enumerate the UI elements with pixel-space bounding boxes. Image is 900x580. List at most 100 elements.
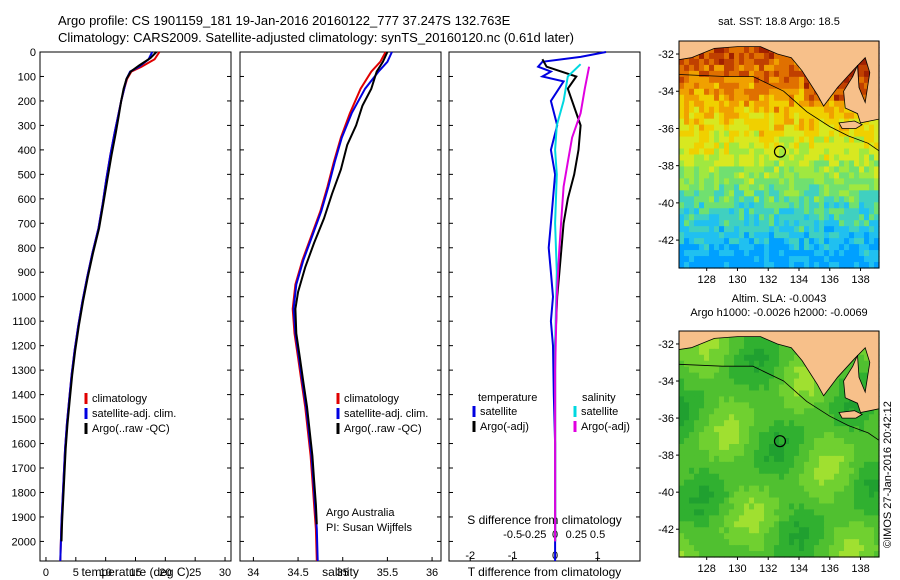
map-cell bbox=[819, 461, 825, 469]
map-cell bbox=[804, 372, 810, 380]
map-cell bbox=[754, 426, 760, 433]
map-cell bbox=[769, 473, 775, 481]
map-cell bbox=[844, 160, 850, 168]
map-cell bbox=[829, 202, 835, 209]
map-cell bbox=[729, 154, 735, 162]
map-cell bbox=[869, 539, 875, 546]
map-cell bbox=[859, 256, 865, 263]
map-cell bbox=[864, 148, 870, 156]
map-cell bbox=[739, 100, 745, 108]
map-cell bbox=[679, 100, 685, 108]
map-cell bbox=[734, 232, 740, 239]
map-cell bbox=[824, 106, 830, 114]
map-cell bbox=[724, 262, 730, 269]
map-cell bbox=[729, 366, 735, 374]
map-cell bbox=[764, 196, 770, 203]
map-cell bbox=[784, 130, 790, 138]
map-cell bbox=[784, 360, 790, 368]
map-cell bbox=[704, 444, 710, 451]
map-cell bbox=[689, 148, 695, 156]
map-cell bbox=[814, 444, 820, 451]
map-cell bbox=[724, 220, 730, 227]
map-cell bbox=[684, 378, 690, 386]
map-cell bbox=[834, 461, 840, 469]
map-cell bbox=[739, 190, 745, 197]
map-cell bbox=[719, 503, 725, 511]
map-cell bbox=[719, 58, 725, 66]
x-tick-label: 34.5 bbox=[287, 567, 308, 579]
map-cell bbox=[689, 527, 695, 534]
legend-label: satellite bbox=[480, 406, 517, 418]
map-cell bbox=[699, 503, 705, 511]
map-cell bbox=[844, 136, 850, 144]
map-cell bbox=[819, 226, 825, 233]
map-cell bbox=[754, 438, 760, 445]
map-cell bbox=[799, 208, 805, 215]
map-cell bbox=[774, 515, 780, 522]
map-cell bbox=[874, 118, 880, 126]
map-cell bbox=[719, 408, 725, 415]
map-cell bbox=[754, 372, 760, 380]
map-cell bbox=[739, 366, 745, 374]
map-cell bbox=[709, 64, 715, 72]
map-cell bbox=[839, 485, 845, 493]
map-cell bbox=[759, 467, 765, 475]
map-cell bbox=[824, 509, 830, 516]
map-cell bbox=[714, 432, 720, 439]
map-cell bbox=[819, 408, 825, 415]
map-cell bbox=[799, 384, 805, 392]
map-cell bbox=[824, 467, 830, 475]
difference-line-3 bbox=[554, 66, 591, 542]
map-cell bbox=[829, 485, 835, 493]
map-cell bbox=[809, 148, 815, 156]
map-cell bbox=[799, 148, 805, 156]
map-cell bbox=[774, 378, 780, 386]
map-cell bbox=[684, 160, 690, 168]
map-cell bbox=[864, 196, 870, 203]
map-cell bbox=[789, 250, 795, 257]
map-cell bbox=[834, 515, 840, 522]
map-cell bbox=[864, 160, 870, 168]
map-cell bbox=[724, 148, 730, 156]
map-cell bbox=[744, 426, 750, 433]
map-cell bbox=[794, 250, 800, 257]
map-cell bbox=[799, 100, 805, 108]
map-cell bbox=[839, 533, 845, 540]
map-cell bbox=[784, 485, 790, 493]
map-cell bbox=[784, 88, 790, 96]
map-cell bbox=[779, 438, 785, 445]
map-cell bbox=[834, 467, 840, 475]
map-cell bbox=[684, 70, 690, 78]
map-cell bbox=[754, 142, 760, 150]
map-cell bbox=[794, 485, 800, 493]
map-cell bbox=[719, 220, 725, 227]
map-cell bbox=[824, 124, 830, 132]
map-cell bbox=[839, 100, 845, 108]
map-cell bbox=[744, 527, 750, 534]
map-cell bbox=[759, 250, 765, 257]
map-cell bbox=[739, 58, 745, 66]
map-cell bbox=[759, 491, 765, 499]
map-cell bbox=[784, 250, 790, 257]
legend-label: satellite bbox=[581, 406, 618, 418]
map-cell bbox=[769, 533, 775, 540]
map-cell bbox=[764, 360, 770, 368]
map-cell bbox=[864, 438, 870, 445]
map-cell bbox=[874, 455, 880, 463]
map-cell bbox=[869, 118, 875, 126]
map-cell bbox=[849, 533, 855, 540]
map-cell bbox=[734, 432, 740, 439]
legend-title: temperature bbox=[478, 392, 537, 404]
map-cell bbox=[679, 384, 685, 392]
map-cell bbox=[774, 497, 780, 505]
map-cell bbox=[724, 497, 730, 505]
map-cell bbox=[864, 220, 870, 227]
map-cell bbox=[794, 503, 800, 511]
map-cell bbox=[699, 76, 705, 84]
map-cell bbox=[824, 226, 830, 233]
map-cell bbox=[844, 515, 850, 522]
map-cell bbox=[764, 414, 770, 421]
map-cell bbox=[679, 76, 685, 84]
map-cell bbox=[829, 426, 835, 433]
map-cell bbox=[769, 244, 775, 251]
